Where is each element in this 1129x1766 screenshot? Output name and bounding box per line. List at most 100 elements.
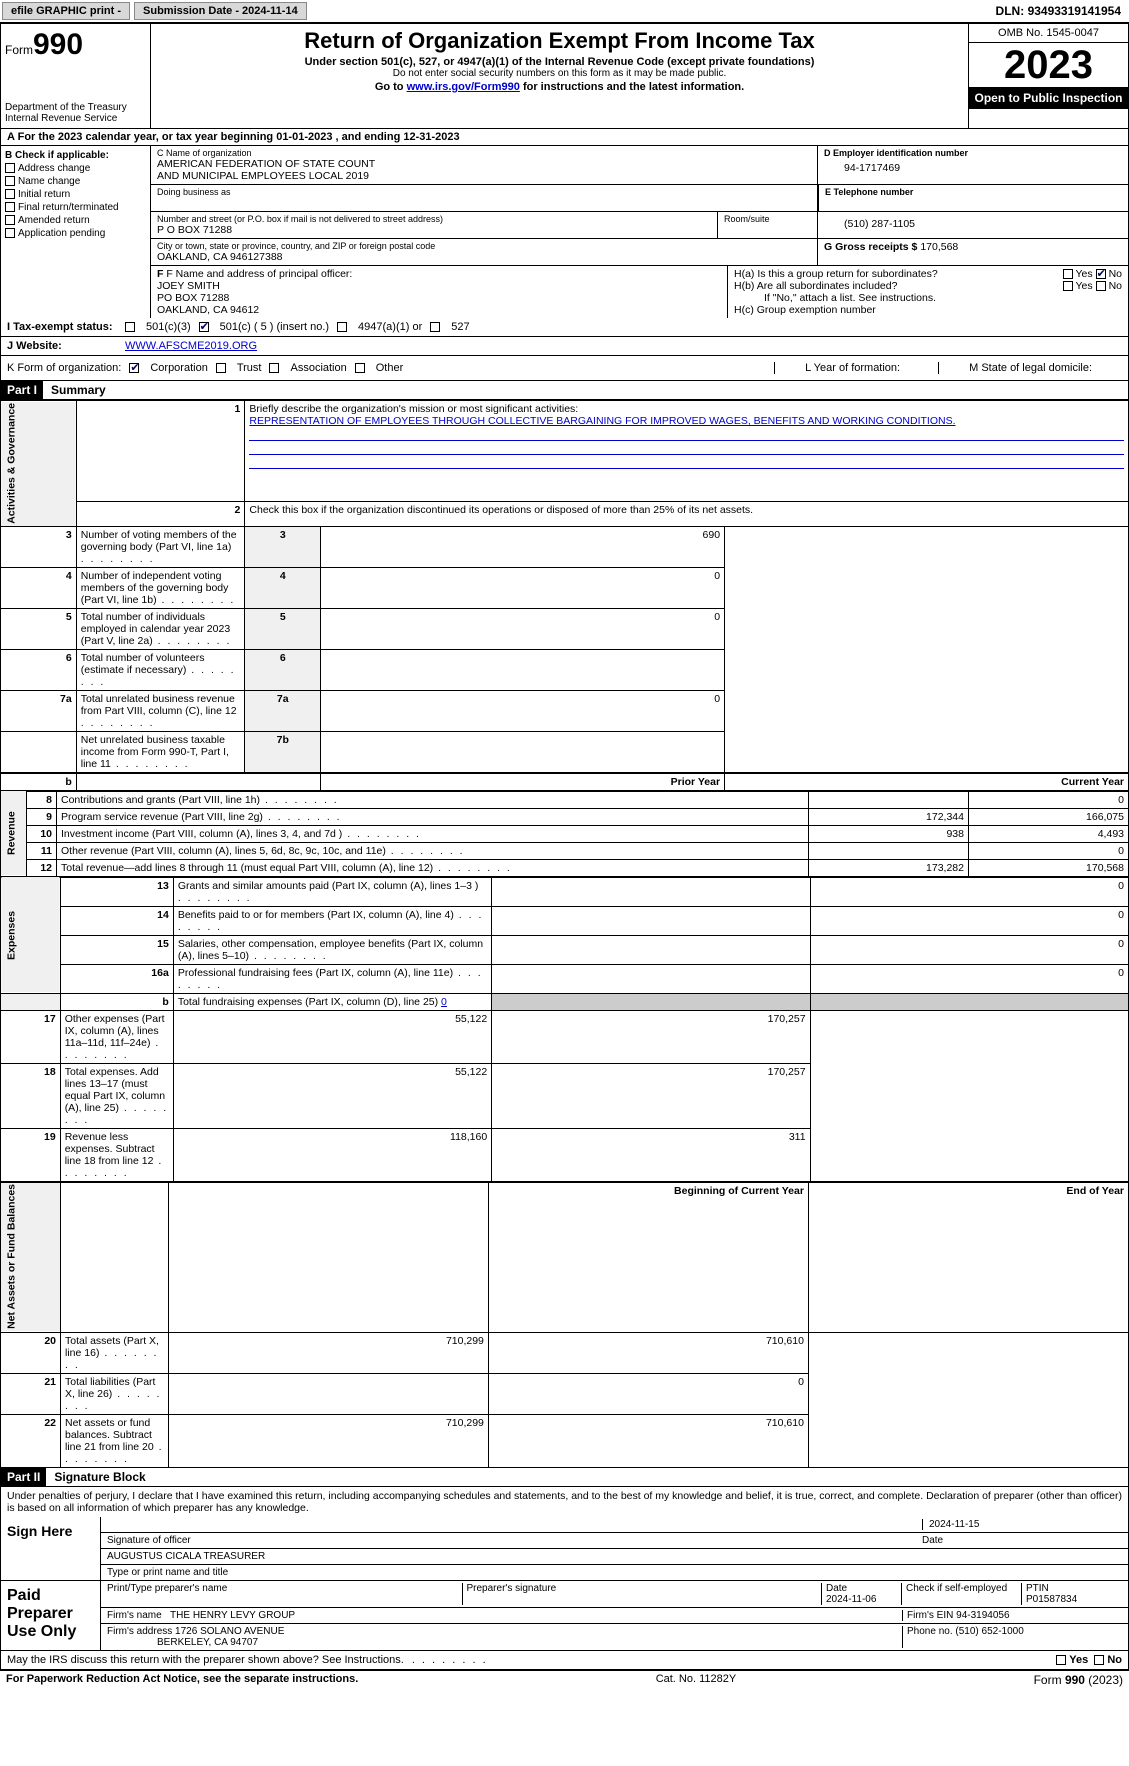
irs-label: Internal Revenue Service (5, 113, 146, 124)
street-address: P O BOX 71288 (157, 224, 711, 236)
prep-sig-label: Preparer's signature (463, 1583, 823, 1605)
ptin: PTINP01587834 (1022, 1583, 1122, 1605)
rev-section-label: Revenue (1, 791, 27, 876)
cat-no: Cat. No. 11282Y (656, 1673, 737, 1687)
expense-table: Expenses13Grants and similar amounts pai… (0, 877, 1129, 1182)
paid-preparer-section: Paid Preparer Use Only Print/Type prepar… (0, 1581, 1129, 1651)
h-b: H(b) Are all subordinates included? Yes … (734, 280, 1122, 292)
prep-date: Date2024-11-06 (822, 1583, 902, 1605)
city-value: OAKLAND, CA 946127388 (157, 251, 811, 263)
footer: For Paperwork Reduction Act Notice, see … (0, 1670, 1129, 1689)
boxb-checkbox[interactable] (5, 176, 15, 186)
paid-preparer-label: Paid Preparer Use Only (1, 1581, 101, 1650)
revenue-table: Revenue8Contributions and grants (Part V… (0, 791, 1129, 877)
form-title: Return of Organization Exempt From Incom… (159, 28, 960, 54)
sign-here-section: Sign Here 2024-11-15 Signature of office… (0, 1517, 1129, 1581)
phone-value: (510) 287-1105 (824, 214, 1122, 234)
subtitle-3: Go to www.irs.gov/Form990 for instructio… (159, 81, 960, 93)
tax-year: 2023 (969, 43, 1128, 87)
print-name-label: Print/Type preparer's name (107, 1583, 463, 1605)
section-a: A For the 2023 calendar year, or tax yea… (0, 129, 1129, 146)
hb-yes-checkbox[interactable] (1063, 281, 1073, 291)
main-info: B Check if applicable: Address changeNam… (0, 146, 1129, 318)
h-a: H(a) Is this a group return for subordin… (734, 268, 1122, 280)
boxb-checkbox[interactable] (5, 163, 15, 173)
self-emp: Check if self-employed (902, 1583, 1022, 1605)
efile-print-button[interactable]: efile GRAPHIC print - (2, 2, 130, 20)
firm-phone: Phone no. (510) 652-1000 (902, 1626, 1122, 1648)
date-label: Date (922, 1535, 1122, 1546)
boxb-checkbox[interactable] (5, 189, 15, 199)
h-c: H(c) Group exemption number (734, 304, 1122, 316)
q1-value: REPRESENTATION OF EMPLOYEES THROUGH COLL… (249, 415, 955, 427)
527-checkbox[interactable] (430, 322, 440, 332)
form-number: Form990 (5, 28, 146, 62)
discuss-yes-checkbox[interactable] (1056, 1655, 1066, 1665)
state-domicile: M State of legal domicile: (938, 362, 1122, 374)
assoc-checkbox[interactable] (269, 363, 279, 373)
org-name-2: AND MUNICIPAL EMPLOYEES LOCAL 2019 (157, 170, 811, 182)
q1-label: Briefly describe the organization's miss… (249, 403, 578, 415)
omb-number: OMB No. 1545-0047 (969, 24, 1128, 43)
form-990-label: Form 990 (2023) (1034, 1673, 1123, 1687)
open-inspection: Open to Public Inspection (969, 87, 1128, 109)
city-label: City or town, state or province, country… (157, 241, 811, 251)
phone-label: E Telephone number (825, 187, 1122, 197)
ha-yes-checkbox[interactable] (1063, 269, 1073, 279)
room-label: Room/suite (724, 214, 811, 224)
form-org-row: K Form of organization: Corporation Trus… (0, 356, 1129, 381)
boxb-checkbox[interactable] (5, 202, 15, 212)
by-header: Beginning of Current Year (488, 1182, 808, 1332)
firm-ein: Firm's EIN 94-3194056 (902, 1610, 1122, 1621)
net-section-label: Net Assets or Fund Balances (1, 1182, 61, 1332)
net-assets-table: Net Assets or Fund Balances Beginning of… (0, 1182, 1129, 1468)
gov-section-label: Activities & Governance (1, 401, 77, 527)
gross-receipts: G Gross receipts $ 170,568 (824, 241, 1122, 253)
cy-header: Current Year (725, 773, 1129, 791)
form-header: Form990 Department of the Treasury Inter… (0, 23, 1129, 129)
501c-checkbox[interactable] (199, 322, 209, 332)
hb-no-checkbox[interactable] (1096, 281, 1106, 291)
dba-label: Doing business as (157, 187, 811, 197)
tax-exempt-row: I Tax-exempt status: 501(c)(3) 501(c) ( … (0, 318, 1129, 337)
website-row: J Website: WWW.AFSCME2019.ORG (0, 337, 1129, 356)
dln: DLN: 93493319141954 (996, 4, 1127, 18)
addr-label: Number and street (or P.O. box if mail i… (157, 214, 711, 224)
other-checkbox[interactable] (355, 363, 365, 373)
exp-section-label: Expenses (1, 877, 61, 993)
pra-notice: For Paperwork Reduction Act Notice, see … (6, 1673, 358, 1687)
sign-date: 2024-11-15 (922, 1519, 1122, 1530)
discuss-no-checkbox[interactable] (1094, 1655, 1104, 1665)
ey-header: End of Year (808, 1182, 1128, 1332)
type-print-label: Type or print name and title (107, 1567, 228, 1578)
summary-table: Activities & Governance 1 Briefly descri… (0, 400, 1129, 791)
corp-checkbox[interactable] (129, 363, 139, 373)
boxb-checkbox[interactable] (5, 228, 15, 238)
officer-name-title: AUGUSTUS CICALA TREASURER (107, 1551, 265, 1562)
trust-checkbox[interactable] (216, 363, 226, 373)
top-bar: efile GRAPHIC print - Submission Date - … (0, 0, 1129, 23)
website-link[interactable]: WWW.AFSCME2019.ORG (125, 340, 257, 352)
boxb-checkbox[interactable] (5, 215, 15, 225)
q2-text: Check this box if the organization disco… (245, 502, 1129, 526)
irs-link[interactable]: www.irs.gov/Form990 (407, 81, 520, 93)
sign-here-label: Sign Here (1, 1517, 101, 1580)
penalties-text: Under penalties of perjury, I declare th… (0, 1487, 1129, 1517)
4947-checkbox[interactable] (337, 322, 347, 332)
firm-addr2: BERKELEY, CA 94707 (157, 1637, 258, 1648)
year-formation: L Year of formation: (774, 362, 930, 374)
officer-addr1: PO BOX 71288 (157, 292, 721, 304)
officer-name: JOEY SMITH (157, 280, 721, 292)
h-b-note: If "No," attach a list. See instructions… (734, 292, 1122, 304)
dept-treasury: Department of the Treasury (5, 102, 146, 113)
py-header: Prior Year (321, 773, 725, 791)
officer-addr2: OAKLAND, CA 94612 (157, 304, 721, 316)
box-b: B Check if applicable: Address changeNam… (1, 146, 151, 318)
501c3-checkbox[interactable] (125, 322, 135, 332)
name-label: C Name of organization (157, 148, 811, 158)
firm-addr1: 1726 SOLANO AVENUE (175, 1626, 284, 1637)
submission-date-button[interactable]: Submission Date - 2024-11-14 (134, 2, 307, 20)
part1-header: Part I Summary (0, 381, 1129, 400)
sig-officer-label: Signature of officer (107, 1535, 922, 1546)
ha-no-checkbox[interactable] (1096, 269, 1106, 279)
